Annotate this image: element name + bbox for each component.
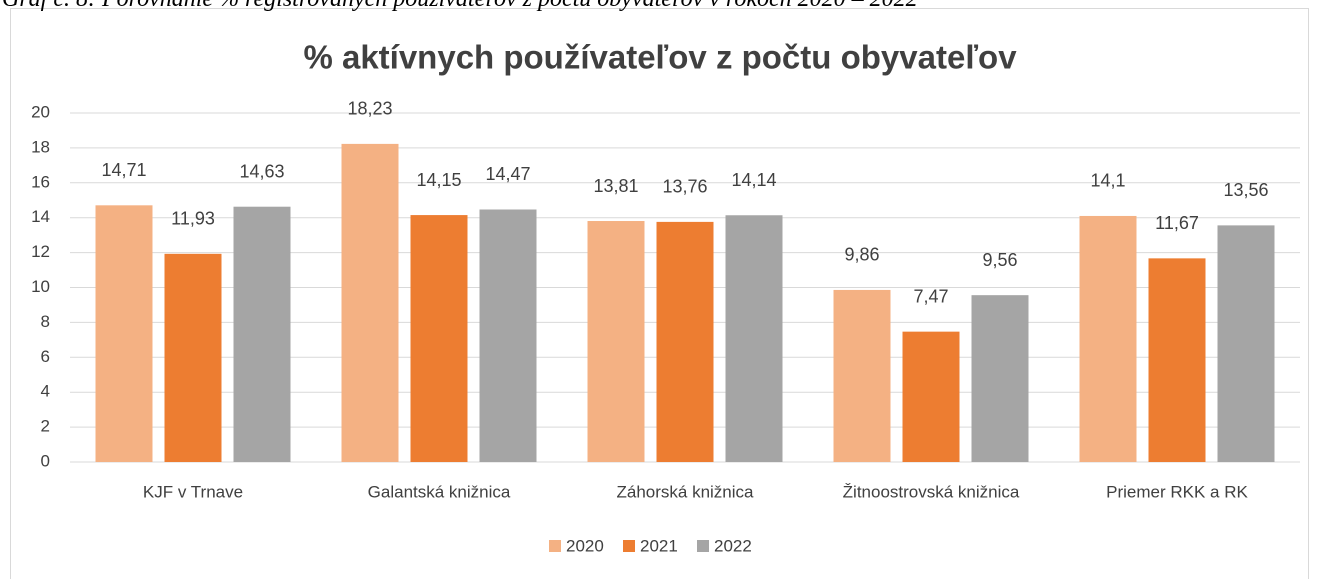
bar <box>971 295 1029 462</box>
value-label: 9,86 <box>844 245 879 265</box>
y-tick-label: 0 <box>41 451 50 470</box>
y-tick-label: 8 <box>41 312 50 331</box>
y-tick-label: 10 <box>31 277 50 296</box>
y-tick-label: 4 <box>41 382 50 401</box>
legend-label: 2020 <box>566 536 604 555</box>
bar <box>656 221 714 462</box>
value-label: 14,1 <box>1090 171 1125 191</box>
value-label: 7,47 <box>913 286 948 306</box>
bar <box>833 289 891 462</box>
value-label: 11,67 <box>1155 213 1199 233</box>
value-label: 13,76 <box>662 177 707 197</box>
x-tick-label: Priemer RKK a RK <box>1106 482 1248 501</box>
value-label: 13,81 <box>593 176 638 196</box>
value-label: 11,93 <box>171 209 215 229</box>
value-label: 14,47 <box>485 164 530 184</box>
legend-swatch <box>623 540 635 552</box>
value-label: 9,56 <box>982 250 1017 270</box>
legend-swatch <box>697 540 709 552</box>
bar <box>902 331 960 462</box>
value-label: 14,14 <box>731 170 776 190</box>
y-tick-label: 20 <box>31 102 50 121</box>
legend-swatch <box>549 540 561 552</box>
value-label: 14,15 <box>416 170 461 190</box>
bar <box>725 215 783 462</box>
y-tick-label: 14 <box>31 207 50 226</box>
x-tick-label: Žitnoostrovská knižnica <box>843 482 1020 501</box>
x-tick-label: Galantská knižnica <box>368 482 511 501</box>
bar <box>341 143 399 462</box>
value-label: 14,63 <box>239 161 284 181</box>
x-tick-label: Záhorská knižnica <box>616 482 754 501</box>
bar <box>164 253 222 462</box>
value-label: 13,56 <box>1223 180 1268 200</box>
bar <box>410 215 468 462</box>
bar <box>1148 258 1206 462</box>
bar <box>1217 225 1275 462</box>
value-label: 18,23 <box>347 99 392 119</box>
bar <box>479 209 537 462</box>
y-tick-label: 2 <box>41 417 50 436</box>
chart-title: % aktívnych používateľov z počtu obyvate… <box>303 39 1017 76</box>
caption: Graf č. 8: Porovnanie % registrovaných p… <box>2 0 918 12</box>
bar <box>95 205 153 463</box>
legend-label: 2022 <box>714 536 752 555</box>
bar <box>233 206 291 462</box>
legend-label: 2021 <box>640 536 678 555</box>
x-tick-label: KJF v Trnave <box>143 482 243 501</box>
bar <box>1079 215 1137 462</box>
y-tick-label: 6 <box>41 347 50 366</box>
value-label: 14,71 <box>101 160 146 180</box>
bar <box>587 221 645 462</box>
y-tick-label: 16 <box>31 172 50 191</box>
y-tick-label: 12 <box>31 242 50 261</box>
y-tick-label: 18 <box>31 137 50 156</box>
